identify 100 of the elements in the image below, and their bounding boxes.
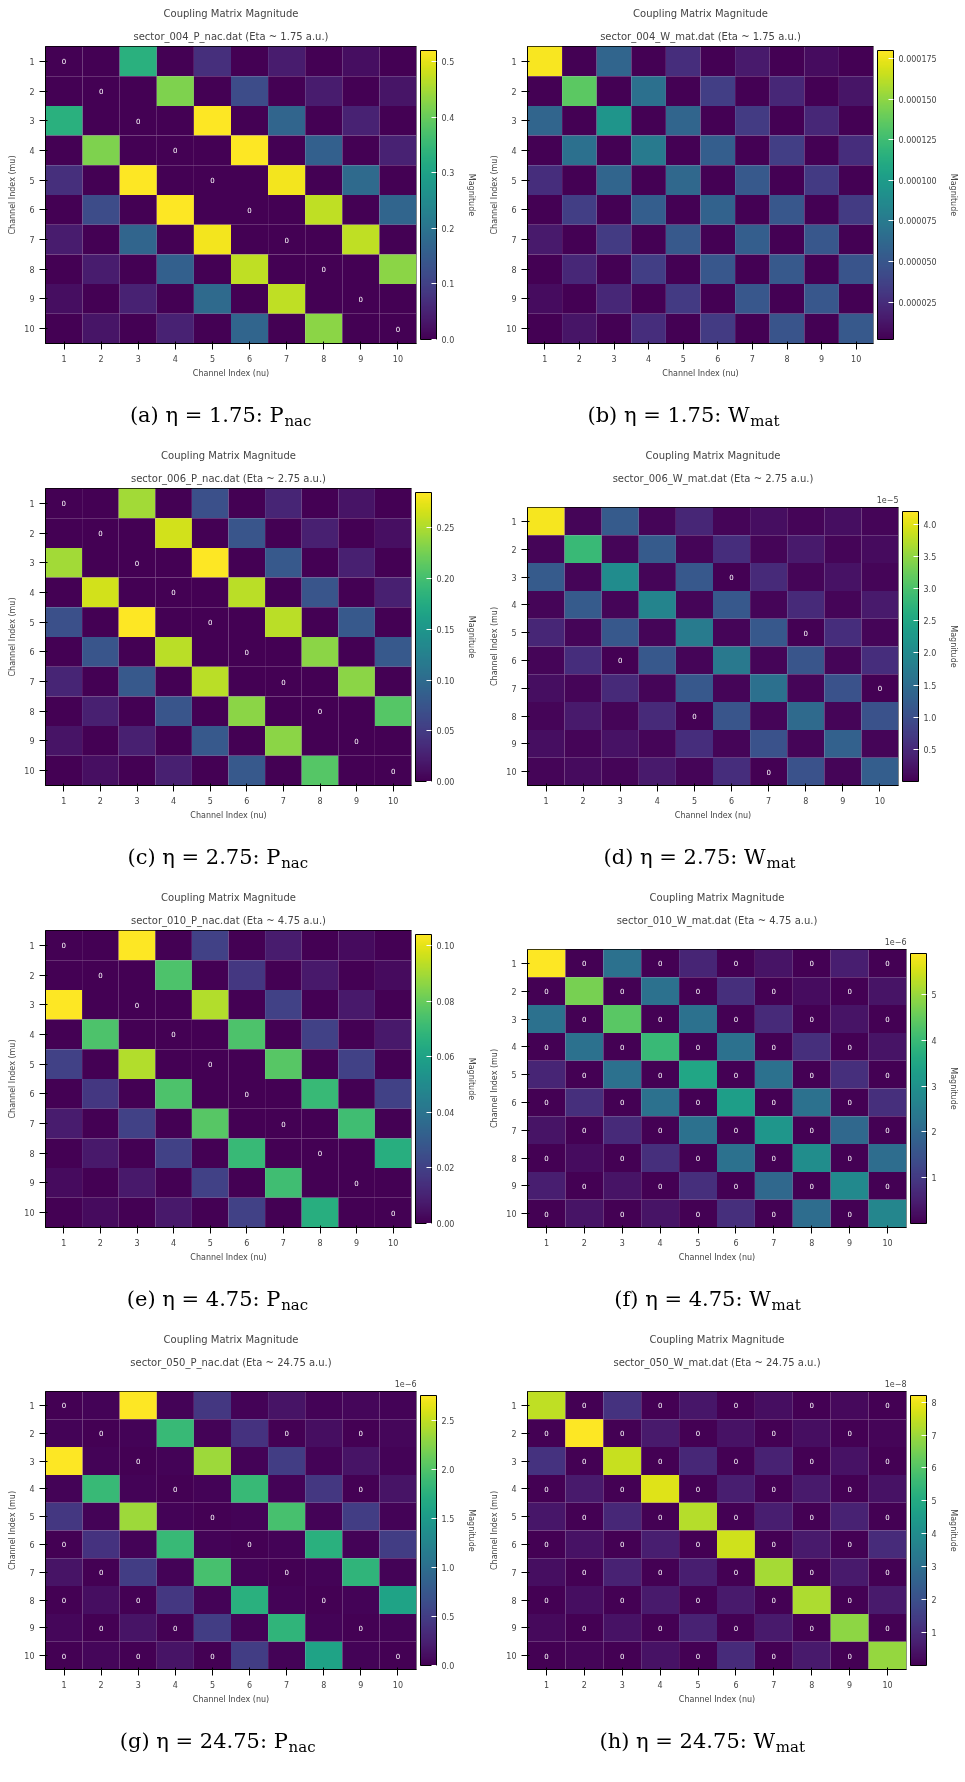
- y-tick-label: 4: [511, 1043, 517, 1053]
- color-bar-label: 0.000025: [898, 298, 937, 308]
- chart-subtitle: sector_010_P_nac.dat (Eta ~ 4.75 a.u.): [130, 914, 327, 927]
- chart-subtitle: sector_004_W_mat.dat (Eta ~ 1.75 a.u.): [600, 30, 801, 43]
- y-axis-title: Channel Index (mu): [490, 606, 500, 687]
- y-tick-label: 9: [511, 295, 517, 305]
- x-axis-title: Channel Index (nu): [674, 810, 752, 820]
- x-tick-label: 2: [576, 354, 582, 364]
- x-tick-label: 5: [695, 1680, 701, 1690]
- color-bar-label: 0.5: [441, 58, 455, 68]
- x-tick-label: 2: [581, 1680, 587, 1690]
- color-bar-label: 0.000050: [898, 258, 937, 268]
- y-tick-label: 10: [24, 325, 35, 335]
- y-tick-label: 1: [511, 1401, 517, 1411]
- x-tick-label: 1: [543, 1680, 549, 1690]
- y-tick-label: 9: [29, 1624, 35, 1634]
- x-tick-label: 1: [61, 796, 67, 806]
- y-axis-title: Channel Index (mu): [8, 597, 18, 677]
- x-tick-label: 2: [97, 796, 103, 806]
- y-axis-title: Channel Index (mu): [490, 1048, 500, 1129]
- y-tick-label: 4: [29, 1030, 35, 1040]
- x-tick-label: 7: [771, 1680, 777, 1690]
- y-tick-label: 6: [29, 648, 35, 658]
- y-tick-label: 6: [511, 206, 517, 216]
- color-bar-title: Magnitude: [948, 625, 958, 668]
- text: 1e−5: [876, 495, 899, 505]
- x-tick-label: 8: [321, 1680, 327, 1690]
- color-bar-title: Magnitude: [466, 1509, 476, 1552]
- x-tick-label: 4: [171, 796, 177, 806]
- color-bar-label: 4: [931, 1530, 937, 1540]
- x-tick-label: 8: [321, 354, 327, 364]
- x-tick-label: 3: [617, 796, 623, 806]
- x-tick-label: 9: [840, 796, 846, 806]
- y-tick-label: 4: [511, 601, 517, 611]
- y-tick-label: 9: [29, 295, 35, 305]
- x-tick-label: 6: [733, 1680, 739, 1690]
- x-tick-label: 3: [135, 354, 141, 364]
- chart-subtitle: sector_010_W_mat.dat (Eta ~ 4.75 a.u.): [616, 914, 818, 927]
- color-bar-label: 0.08: [436, 997, 455, 1007]
- x-tick-label: 8: [317, 796, 323, 806]
- color-bar-label: 3: [931, 1563, 937, 1573]
- color-bar-label: 1.5: [441, 1514, 455, 1524]
- x-tick-label: 2: [580, 796, 586, 806]
- x-tick-label: 5: [209, 1680, 215, 1690]
- y-tick-label: 4: [29, 1485, 35, 1495]
- y-tick-label: 5: [29, 618, 35, 628]
- color-bar-label: 0.10: [436, 676, 455, 686]
- color-bar-label: 2: [931, 1128, 937, 1138]
- y-tick-label: 2: [29, 529, 35, 539]
- x-tick-label: 10: [851, 354, 862, 364]
- x-tick-label: 4: [657, 1238, 663, 1248]
- color-bar-label: 0.000175: [898, 55, 937, 65]
- x-tick-label: 8: [809, 1680, 815, 1690]
- y-tick-label: 1: [29, 941, 35, 951]
- color-bar-label: 1: [931, 1629, 937, 1639]
- chart-title: Coupling Matrix Magnitude: [649, 1333, 785, 1345]
- color-bar-label: 1.0: [923, 713, 937, 723]
- color-bar-label: 0.10: [436, 942, 455, 952]
- x-tick-label: 7: [280, 1238, 286, 1248]
- y-tick-label: 5: [511, 1513, 517, 1523]
- y-tick-label: 1: [29, 1401, 35, 1411]
- color-bar-label: 0.000075: [898, 217, 937, 227]
- y-tick-label: 6: [29, 1540, 35, 1550]
- y-tick-label: 8: [511, 1154, 517, 1164]
- y-tick-label: 6: [511, 1098, 517, 1108]
- color-bar-label: 0.1: [441, 280, 455, 290]
- color-bar-label: 2: [931, 1596, 937, 1606]
- x-tick-label: 10: [882, 1238, 893, 1248]
- y-tick-label: 7: [511, 684, 517, 694]
- x-tick-label: 9: [354, 1238, 360, 1248]
- x-tick-label: 10: [388, 796, 399, 806]
- y-tick-label: 2: [511, 545, 517, 555]
- color-bar-label: 0.06: [436, 1053, 455, 1063]
- chart-title: Coupling Matrix Magnitude: [161, 891, 296, 903]
- y-tick-label: 5: [511, 629, 517, 639]
- y-tick-label: 8: [29, 265, 35, 275]
- color-bar-label: 0.05: [436, 727, 455, 737]
- y-axis-title: Channel Index (mu): [8, 1490, 18, 1571]
- x-tick-label: 3: [134, 796, 140, 806]
- color-bar-label: 8: [931, 1398, 937, 1408]
- x-tick-label: 1: [61, 1680, 67, 1690]
- y-tick-label: 10: [506, 1652, 517, 1662]
- chart-subtitle: sector_004_P_nac.dat (Eta ~ 1.75 a.u.): [133, 30, 329, 43]
- color-bar-label: 0.4: [441, 113, 455, 123]
- y-tick-label: 5: [511, 1071, 517, 1081]
- color-bar-label: 0.5: [441, 1612, 455, 1622]
- x-tick-label: 4: [172, 354, 178, 364]
- color-bar-title: Magnitude: [948, 1509, 958, 1552]
- color-bar-label: 0.00: [436, 1220, 455, 1229]
- color-bar-label: 0.000125: [898, 136, 937, 146]
- y-tick-label: 10: [24, 1652, 35, 1662]
- x-tick-label: 7: [280, 796, 286, 806]
- x-tick-label: 5: [691, 796, 697, 806]
- text: 1e−6: [394, 1379, 417, 1389]
- color-bar-label: 0.25: [436, 524, 455, 534]
- x-tick-label: 2: [581, 1238, 587, 1248]
- x-tick-label: 7: [771, 1238, 777, 1248]
- chart-subtitle: sector_050_W_mat.dat (Eta ~ 24.75 a.u.): [613, 1356, 821, 1369]
- x-tick-label: 8: [317, 1238, 323, 1248]
- y-tick-label: 2: [511, 1429, 517, 1439]
